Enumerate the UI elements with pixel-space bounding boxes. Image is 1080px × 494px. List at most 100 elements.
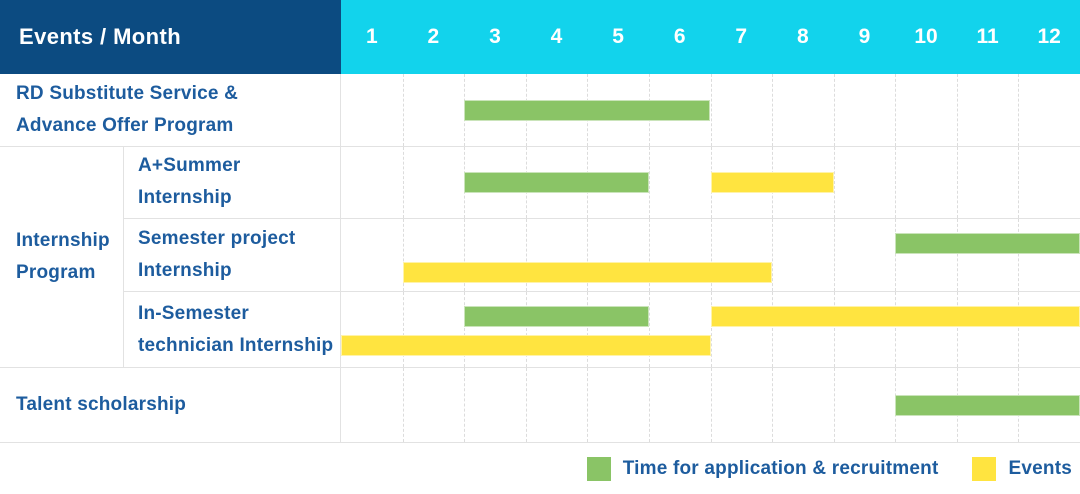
row-label-line: Talent scholarship [16, 394, 187, 415]
application-recruitment-bar [895, 394, 1080, 416]
table-row: RD Substitute Service & Advance Offer Pro… [0, 74, 1080, 147]
month-gridline [710, 74, 712, 146]
month-label: 12 [1037, 25, 1061, 48]
month-gridline [525, 292, 527, 367]
month-label: 2 [427, 25, 440, 48]
chart-rd-substitute [341, 74, 1080, 146]
application-recruitment-bar [464, 306, 649, 328]
application-recruitment-bar [895, 232, 1080, 254]
row-label-line: In-Semester [138, 302, 249, 324]
month-label: 6 [673, 25, 686, 48]
legend-label: Events [1008, 457, 1072, 479]
month-gridline [833, 218, 835, 292]
month-gridline [833, 292, 835, 367]
month-gridline [648, 368, 650, 442]
row-label-line: Semester project [138, 228, 296, 249]
month-gridline [895, 74, 897, 146]
month-label: 5 [612, 25, 624, 48]
row-label-line: Internship [138, 260, 232, 281]
row-label-in-semester: In-Semester technician Internship [124, 292, 341, 367]
table-row: In-Semester technician Internship [124, 292, 1080, 367]
month-gridline [772, 292, 774, 367]
chart-semester-project [341, 218, 1080, 292]
month-gridline [525, 218, 527, 292]
month-gridline [525, 368, 527, 442]
month-gridline [956, 218, 958, 292]
row-label-line: Program [16, 262, 96, 283]
month-gridline [464, 368, 466, 442]
table-header-row: Events / Month 1 2 3 4 5 6 7 8 9 10 11 12 [0, 0, 1080, 74]
row-label-line: Internship [16, 230, 110, 251]
events-bar [402, 261, 773, 283]
month-gridline [956, 292, 958, 367]
month-gridline [956, 74, 958, 146]
month-gridline [895, 218, 897, 292]
month-label: 11 [976, 25, 999, 48]
events-bar [341, 335, 711, 357]
row-label-talent-scholarship: Talent scholarship [0, 368, 341, 442]
row-label-semester-project: Semester project Internship [124, 218, 341, 292]
month-gridline [402, 292, 404, 367]
month-gridline [648, 218, 650, 292]
month-gridline [402, 74, 404, 146]
legend: Time for application & recruitment Events [0, 443, 1080, 494]
month-gridline [833, 368, 835, 442]
month-gridline [710, 292, 712, 367]
legend-item-yellow: Events [972, 456, 1072, 481]
month-gridline [1018, 147, 1020, 218]
month-label: 3 [489, 25, 501, 48]
month-gridline [895, 292, 897, 367]
month-gridline [464, 292, 466, 367]
month-gridline [402, 147, 404, 218]
internship-program-group: Internship Program A+Summer Internship Sem… [0, 147, 1080, 368]
table-row: Talent scholarship [0, 368, 1080, 443]
row-label-line: Advance Offer Program [16, 115, 234, 136]
month-gridline [833, 74, 835, 146]
month-gridline [710, 368, 712, 442]
month-label: 10 [914, 25, 938, 48]
events-bar [710, 306, 1080, 328]
month-gridline [772, 368, 774, 442]
month-gridline [464, 218, 466, 292]
month-gridline [833, 147, 835, 218]
month-gridline [710, 218, 712, 292]
month-gridline [648, 292, 650, 367]
month-gridline [772, 74, 774, 146]
row-label-rd-substitute: RD Substitute Service & Advance Offer Pro… [0, 74, 341, 146]
row-label-line: technician Internship [138, 334, 334, 356]
month-gridline [402, 368, 404, 442]
month-label: 8 [796, 25, 809, 48]
row-label-line: Internship [138, 187, 232, 209]
row-label-line: RD Substitute Service & [16, 83, 239, 104]
month-label: 7 [735, 25, 748, 48]
header-title: Events / Month [19, 24, 182, 49]
month-label: 9 [858, 25, 871, 48]
month-gridline [1018, 74, 1020, 146]
events-month-header-cell: Events / Month [0, 0, 341, 74]
table-row: A+Summer Internship [124, 147, 1080, 219]
month-gridline [895, 147, 897, 218]
legend-item-green: Time for application & recruitment [586, 456, 939, 481]
month-gridline [587, 218, 589, 292]
events-bar [710, 171, 834, 193]
month-gridline [648, 147, 650, 218]
chart-in-semester [341, 292, 1080, 367]
month-gridline [1018, 218, 1020, 292]
month-label: 1 [365, 25, 378, 48]
chart-a-summer [341, 147, 1080, 218]
legend-label: Time for application & recruitment [622, 457, 939, 479]
application-recruitment-bar [464, 171, 649, 193]
legend-swatch-green [586, 456, 611, 481]
row-label-a-summer: A+Summer Internship [124, 147, 341, 218]
month-gridline [772, 218, 774, 292]
table-row: Semester project Internship [124, 218, 1080, 293]
row-label-line: A+Summer [138, 155, 241, 177]
month-gridline [956, 147, 958, 218]
group-label-internship-program: Internship Program [0, 147, 124, 367]
month-gridline [587, 292, 589, 367]
month-label: 4 [550, 25, 563, 48]
internship-program-subrows: A+Summer Internship Semester project Inter… [124, 147, 1080, 367]
month-gridline [402, 218, 404, 292]
month-gridline [1018, 292, 1020, 367]
